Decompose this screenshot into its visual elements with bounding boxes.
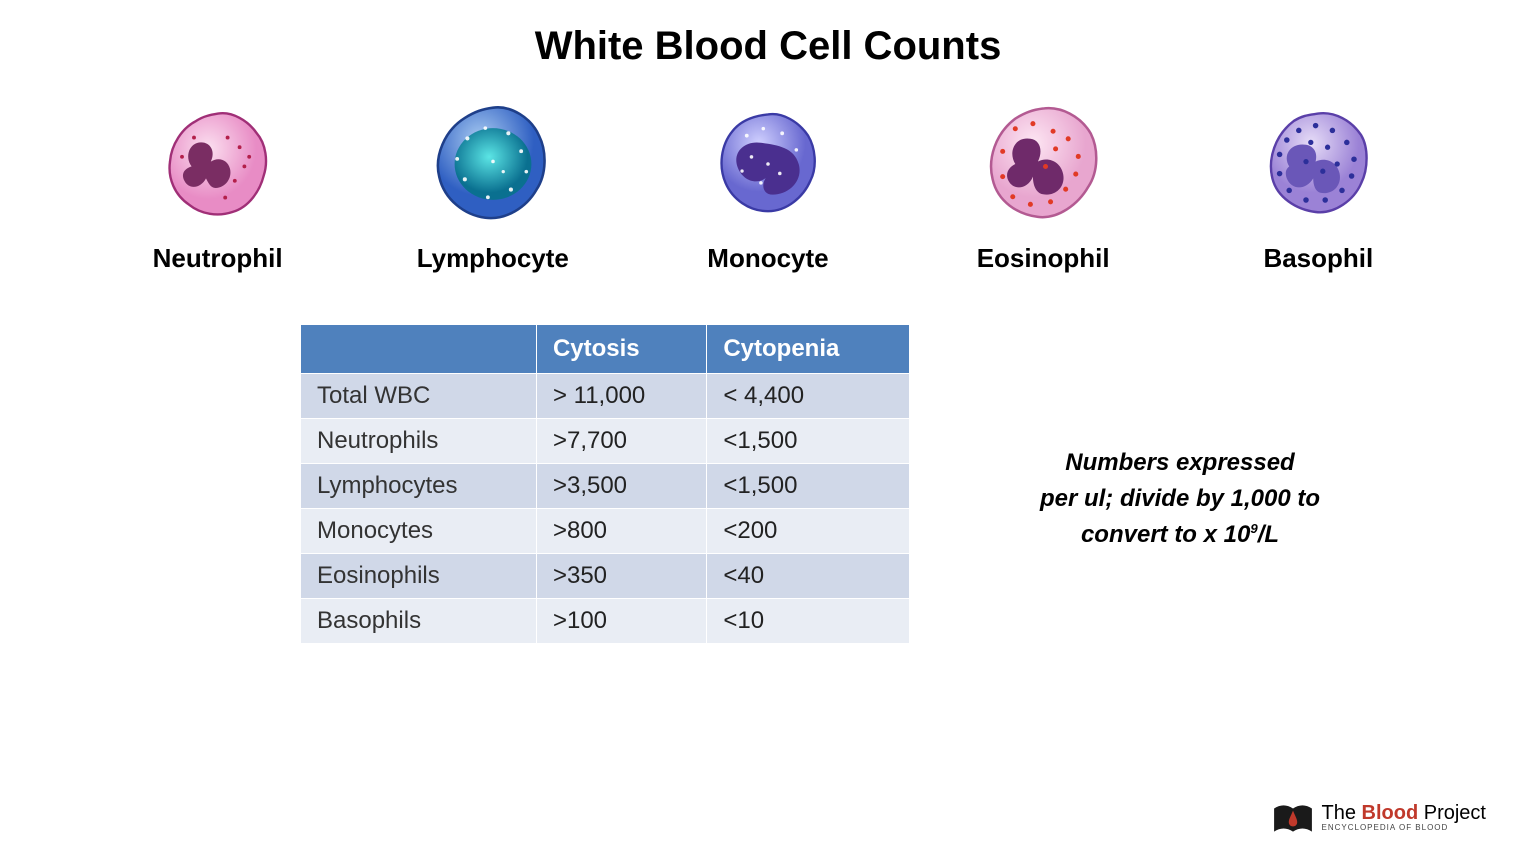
note-wrap: Numbers expressed per ul; divide by 1,00… (970, 324, 1390, 644)
th-blank (301, 325, 537, 374)
cell: < 4,400 (707, 374, 910, 419)
note-line2: per ul; divide by 1,000 to (1040, 485, 1320, 512)
wbc-table: Cytosis Cytopenia Total WBC > 11,000 < 4… (300, 324, 910, 644)
table-row: Total WBC > 11,000 < 4,400 (301, 374, 910, 419)
cell: Lymphocytes (301, 464, 537, 509)
note-line1: Numbers expressed (1065, 449, 1294, 476)
cell: >100 (536, 599, 706, 644)
attr-suffix: Project (1418, 802, 1486, 824)
cell-label-basophil: Basophil (1263, 243, 1373, 274)
cell-label-neutrophil: Neutrophil (153, 243, 283, 274)
cell: >3,500 (536, 464, 706, 509)
cells-row: Neutrophil Lymphocyte (0, 99, 1536, 274)
cell: Basophils (301, 599, 537, 644)
cell: >800 (536, 509, 706, 554)
monocyte-icon (703, 99, 833, 229)
th-cytopenia: Cytopenia (707, 325, 910, 374)
cell: >350 (536, 554, 706, 599)
book-icon (1272, 802, 1314, 834)
note-line3-suffix: /L (1258, 521, 1279, 548)
eosinophil-icon (978, 99, 1108, 229)
cell: >7,700 (536, 419, 706, 464)
attribution: The Blood Project ENCYCLOPEDIA OF BLOOD (1272, 802, 1487, 834)
attribution-text: The Blood Project ENCYCLOPEDIA OF BLOOD (1322, 803, 1487, 832)
table-row: Lymphocytes >3,500 <1,500 (301, 464, 910, 509)
cell: <200 (707, 509, 910, 554)
cell: <1,500 (707, 464, 910, 509)
cell: Monocytes (301, 509, 537, 554)
cell-basophil: Basophil (1218, 99, 1418, 274)
lower-section: Cytosis Cytopenia Total WBC > 11,000 < 4… (0, 324, 1536, 644)
cell-lymphocyte: Lymphocyte (393, 99, 593, 274)
basophil-icon (1253, 99, 1383, 229)
table-row: Basophils >100 <10 (301, 599, 910, 644)
table-row: Monocytes >800 <200 (301, 509, 910, 554)
neutrophil-icon (153, 99, 283, 229)
attribution-subtitle: ENCYCLOPEDIA OF BLOOD (1322, 824, 1487, 832)
th-cytosis: Cytosis (536, 325, 706, 374)
cell-eosinophil: Eosinophil (943, 99, 1143, 274)
cell-label-eosinophil: Eosinophil (977, 243, 1110, 274)
table-header-row: Cytosis Cytopenia (301, 325, 910, 374)
cell: Eosinophils (301, 554, 537, 599)
table-row: Eosinophils >350 <40 (301, 554, 910, 599)
cell: Neutrophils (301, 419, 537, 464)
table-row: Neutrophils >7,700 <1,500 (301, 419, 910, 464)
cell: <10 (707, 599, 910, 644)
note-exponent: 9 (1250, 521, 1257, 536)
note-line3-prefix: convert to x 10 (1081, 521, 1250, 548)
cell-monocyte: Monocyte (668, 99, 868, 274)
cell: Total WBC (301, 374, 537, 419)
page-title: White Blood Cell Counts (0, 0, 1536, 69)
cell-label-lymphocyte: Lymphocyte (417, 243, 569, 274)
attribution-title: The Blood Project (1322, 803, 1487, 824)
attr-highlight: Blood (1362, 802, 1419, 824)
cell-label-monocyte: Monocyte (707, 243, 828, 274)
attr-prefix: The (1322, 802, 1362, 824)
cell: <1,500 (707, 419, 910, 464)
cell-neutrophil: Neutrophil (118, 99, 318, 274)
lymphocyte-icon (428, 99, 558, 229)
cell: > 11,000 (536, 374, 706, 419)
cell: <40 (707, 554, 910, 599)
conversion-note: Numbers expressed per ul; divide by 1,00… (970, 445, 1390, 553)
